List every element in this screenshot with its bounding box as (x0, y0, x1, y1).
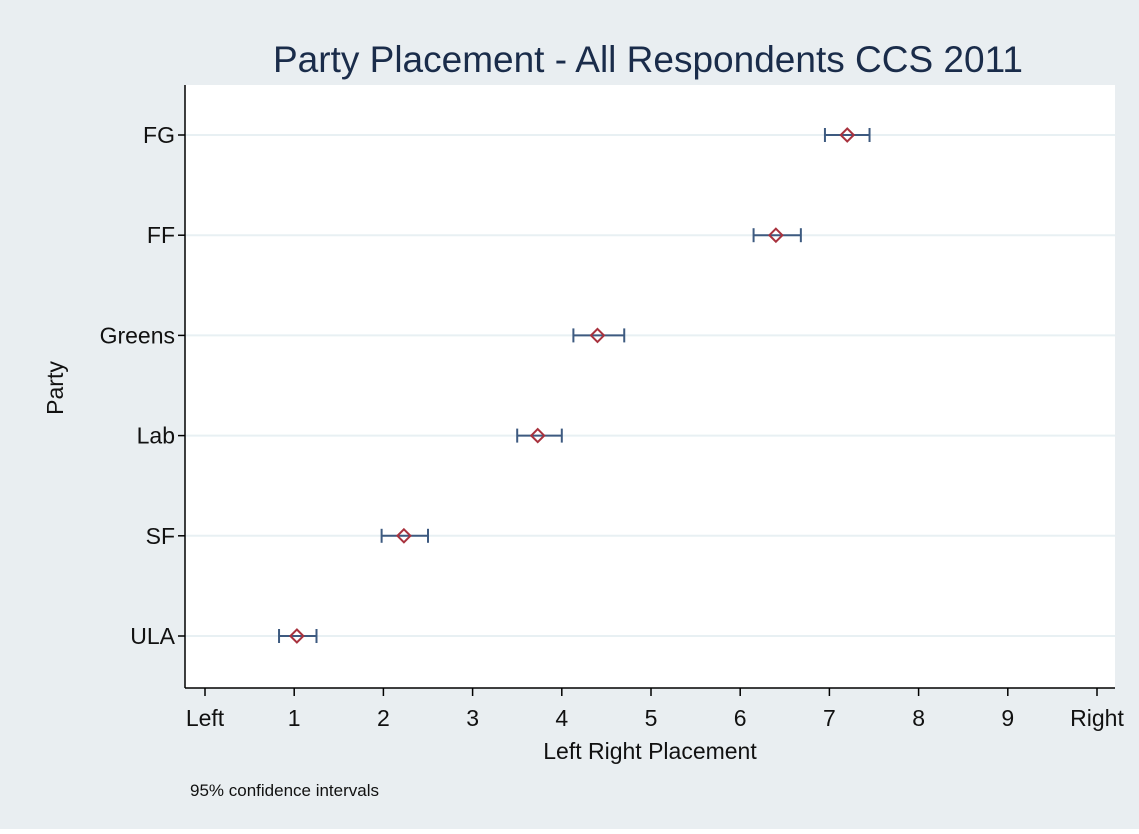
x-tick-label-7: 7 (823, 705, 836, 731)
y-tick-label-greens: Greens (100, 322, 175, 348)
y-tick-label-ula: ULA (130, 623, 175, 649)
x-tick-label-6: 6 (734, 705, 747, 731)
error-bar-fg (823, 128, 871, 142)
error-bar-ff (752, 228, 802, 243)
gridlines (185, 134, 1115, 637)
x-tick-label-8: 8 (912, 705, 925, 731)
x-tick-label-right: Right (1070, 705, 1124, 731)
error-bar-sf (380, 528, 429, 543)
error-bars (278, 128, 871, 643)
x-tick-label-4: 4 (555, 705, 568, 731)
markers (288, 127, 856, 644)
y-tick-label-sf: SF (146, 523, 175, 549)
x-axis-ticks: Left 1 2 3 4 5 6 7 8 9 Right (186, 688, 1124, 731)
chart-title: Party Placement - All Respondents CCS 20… (273, 39, 1023, 80)
y-axis-label: Party (42, 361, 68, 415)
y-axis-ticks: FG FF Greens Lab SF ULA (100, 122, 185, 649)
y-tick-label-fg: FG (143, 122, 175, 148)
y-tick-label-ff: FF (147, 222, 175, 248)
footnote: 95% confidence intervals (190, 781, 379, 800)
error-bar-greens (572, 328, 626, 343)
plot-area (185, 85, 1115, 688)
x-tick-label-9: 9 (1001, 705, 1014, 731)
x-tick-label-1: 1 (288, 705, 301, 731)
marker-greens (589, 327, 606, 344)
x-tick-label-2: 2 (377, 705, 390, 731)
x-tick-label-3: 3 (466, 705, 479, 731)
marker-sf (396, 527, 412, 544)
error-bar-ula (278, 629, 318, 643)
marker-fg (839, 127, 856, 143)
y-tick-label-lab: Lab (137, 423, 175, 449)
x-tick-label-5: 5 (645, 705, 658, 731)
error-bar-lab (516, 428, 563, 443)
marker-lab (529, 427, 546, 444)
x-axis-label: Left Right Placement (543, 738, 757, 764)
x-tick-label-left: Left (186, 705, 225, 731)
marker-ff (767, 227, 784, 244)
marker-ula (288, 628, 305, 644)
